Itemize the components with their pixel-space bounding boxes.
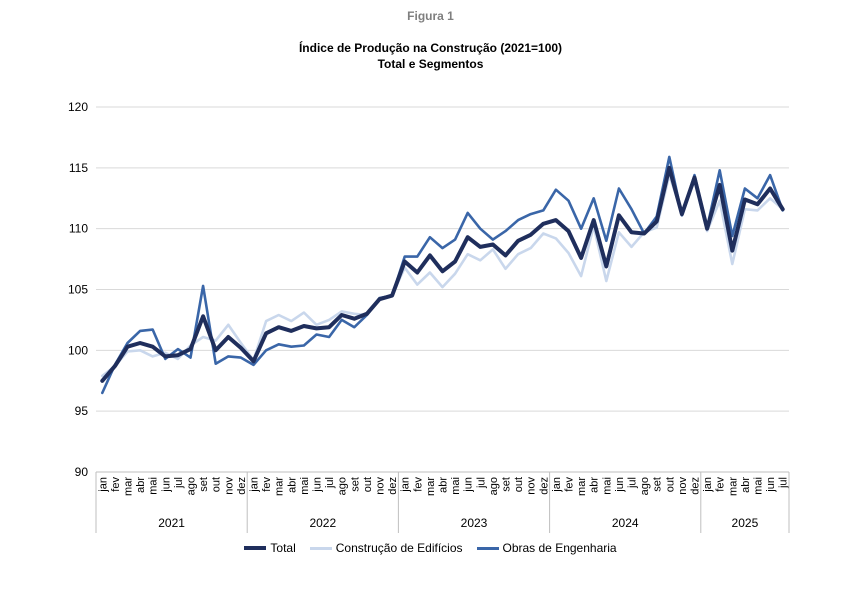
x-tick-label: jun [765,477,777,493]
year-label: 2024 [612,516,639,530]
x-tick-label: nov [223,477,235,495]
figure-label: Figura 1 [407,9,454,23]
y-tick-label: 110 [69,222,88,236]
x-tick-label: mar [425,477,437,496]
y-tick-label: 105 [68,283,88,297]
x-tick-label: abr [135,477,147,493]
x-tick-label: ago [186,477,198,495]
x-tick-label: fev [564,477,576,492]
x-tick-label: mai [299,477,311,495]
x-tick-label: jan [97,477,109,493]
x-tick-label: mai [450,477,462,495]
x-tick-label: out [664,477,676,492]
x-tick-label: ago [639,477,651,495]
x-tick-label: out [362,477,374,492]
y-tick-label: 90 [75,465,89,479]
x-tick-label: out [211,477,223,492]
x-tick-label: nov [677,477,689,495]
x-tick-label: ago [488,477,500,495]
x-tick-label: jan [249,477,261,493]
x-tick-label: set [501,477,513,492]
legend-swatch-total [244,546,267,550]
year-label: 2021 [158,516,185,530]
x-tick-label: abr [286,477,298,493]
legend-item-total: Total [244,541,296,555]
x-tick-label: mar [274,477,286,496]
x-tick-label: jun [463,477,475,493]
y-tick-label: 95 [75,404,89,418]
x-tick-label: jun [312,477,324,493]
x-tick-label: jan [551,477,563,493]
y-tick-label: 115 [69,161,88,175]
legend-label-edificios: Construção de Edifícios [335,541,463,555]
legend-label-engenharia: Obras de Engenharia [502,541,617,555]
legend-item-engenharia: Obras de Engenharia [476,541,617,555]
x-tick-label: nov [375,477,387,495]
legend-label-total: Total [270,541,296,555]
x-tick-label: mar [727,477,739,496]
x-tick-label: mai [148,477,160,495]
series-line-obras-de-engenharia [101,155,785,395]
x-tick-label: ago [337,477,349,495]
chart-legend: Total Construção de Edifícios Obras de E… [0,541,861,555]
x-tick-label: jul [778,477,790,489]
series-line-total [100,165,785,383]
x-tick-label: set [198,477,210,492]
x-tick-label: dez [538,477,550,495]
x-tick-label: abr [438,477,450,493]
x-tick-label: set [652,477,664,492]
x-tick-label: abr [589,477,601,493]
x-tick-label: out [513,477,525,492]
legend-item-edificios: Construção de Edifícios [309,541,463,555]
x-tick-label: mai [753,477,765,495]
x-tick-label: nov [526,477,538,495]
x-tick-label: abr [740,477,752,493]
x-tick-label: jun [160,477,172,493]
x-tick-label: dez [690,477,702,495]
legend-swatch-edificios [309,546,332,550]
x-tick-label: mai [601,477,613,495]
x-tick-label: fev [110,477,122,492]
x-tick-label: jan [400,477,412,493]
x-tick-label: jul [627,477,639,489]
x-tick-label: fev [715,477,727,492]
x-tick-label: jan [702,477,714,493]
year-label: 2022 [309,516,336,530]
x-tick-label: dez [387,477,399,495]
legend-swatch-engenharia [476,546,499,550]
chart-title: Índice de Produção na Construção (2021=1… [298,41,563,55]
year-label: 2023 [461,516,488,530]
x-tick-label: set [349,477,361,492]
x-tick-label: mar [123,477,135,496]
x-tick-label: jul [324,477,336,489]
x-tick-label: mar [576,477,588,496]
year-label: 2025 [732,516,759,530]
x-tick-label: jul [173,477,185,489]
x-tick-label: dez [236,477,248,495]
y-tick-label: 120 [68,100,88,114]
x-tick-label: jun [614,477,626,493]
y-tick-label: 100 [68,343,88,357]
chart-title-block: Índice de Produção na Construção (2021=1… [0,40,861,72]
x-tick-label: fev [412,477,424,492]
chart-subtitle: Total e Segmentos [377,57,484,71]
x-tick-label: fev [261,477,273,492]
x-tick-label: jul [475,477,487,489]
